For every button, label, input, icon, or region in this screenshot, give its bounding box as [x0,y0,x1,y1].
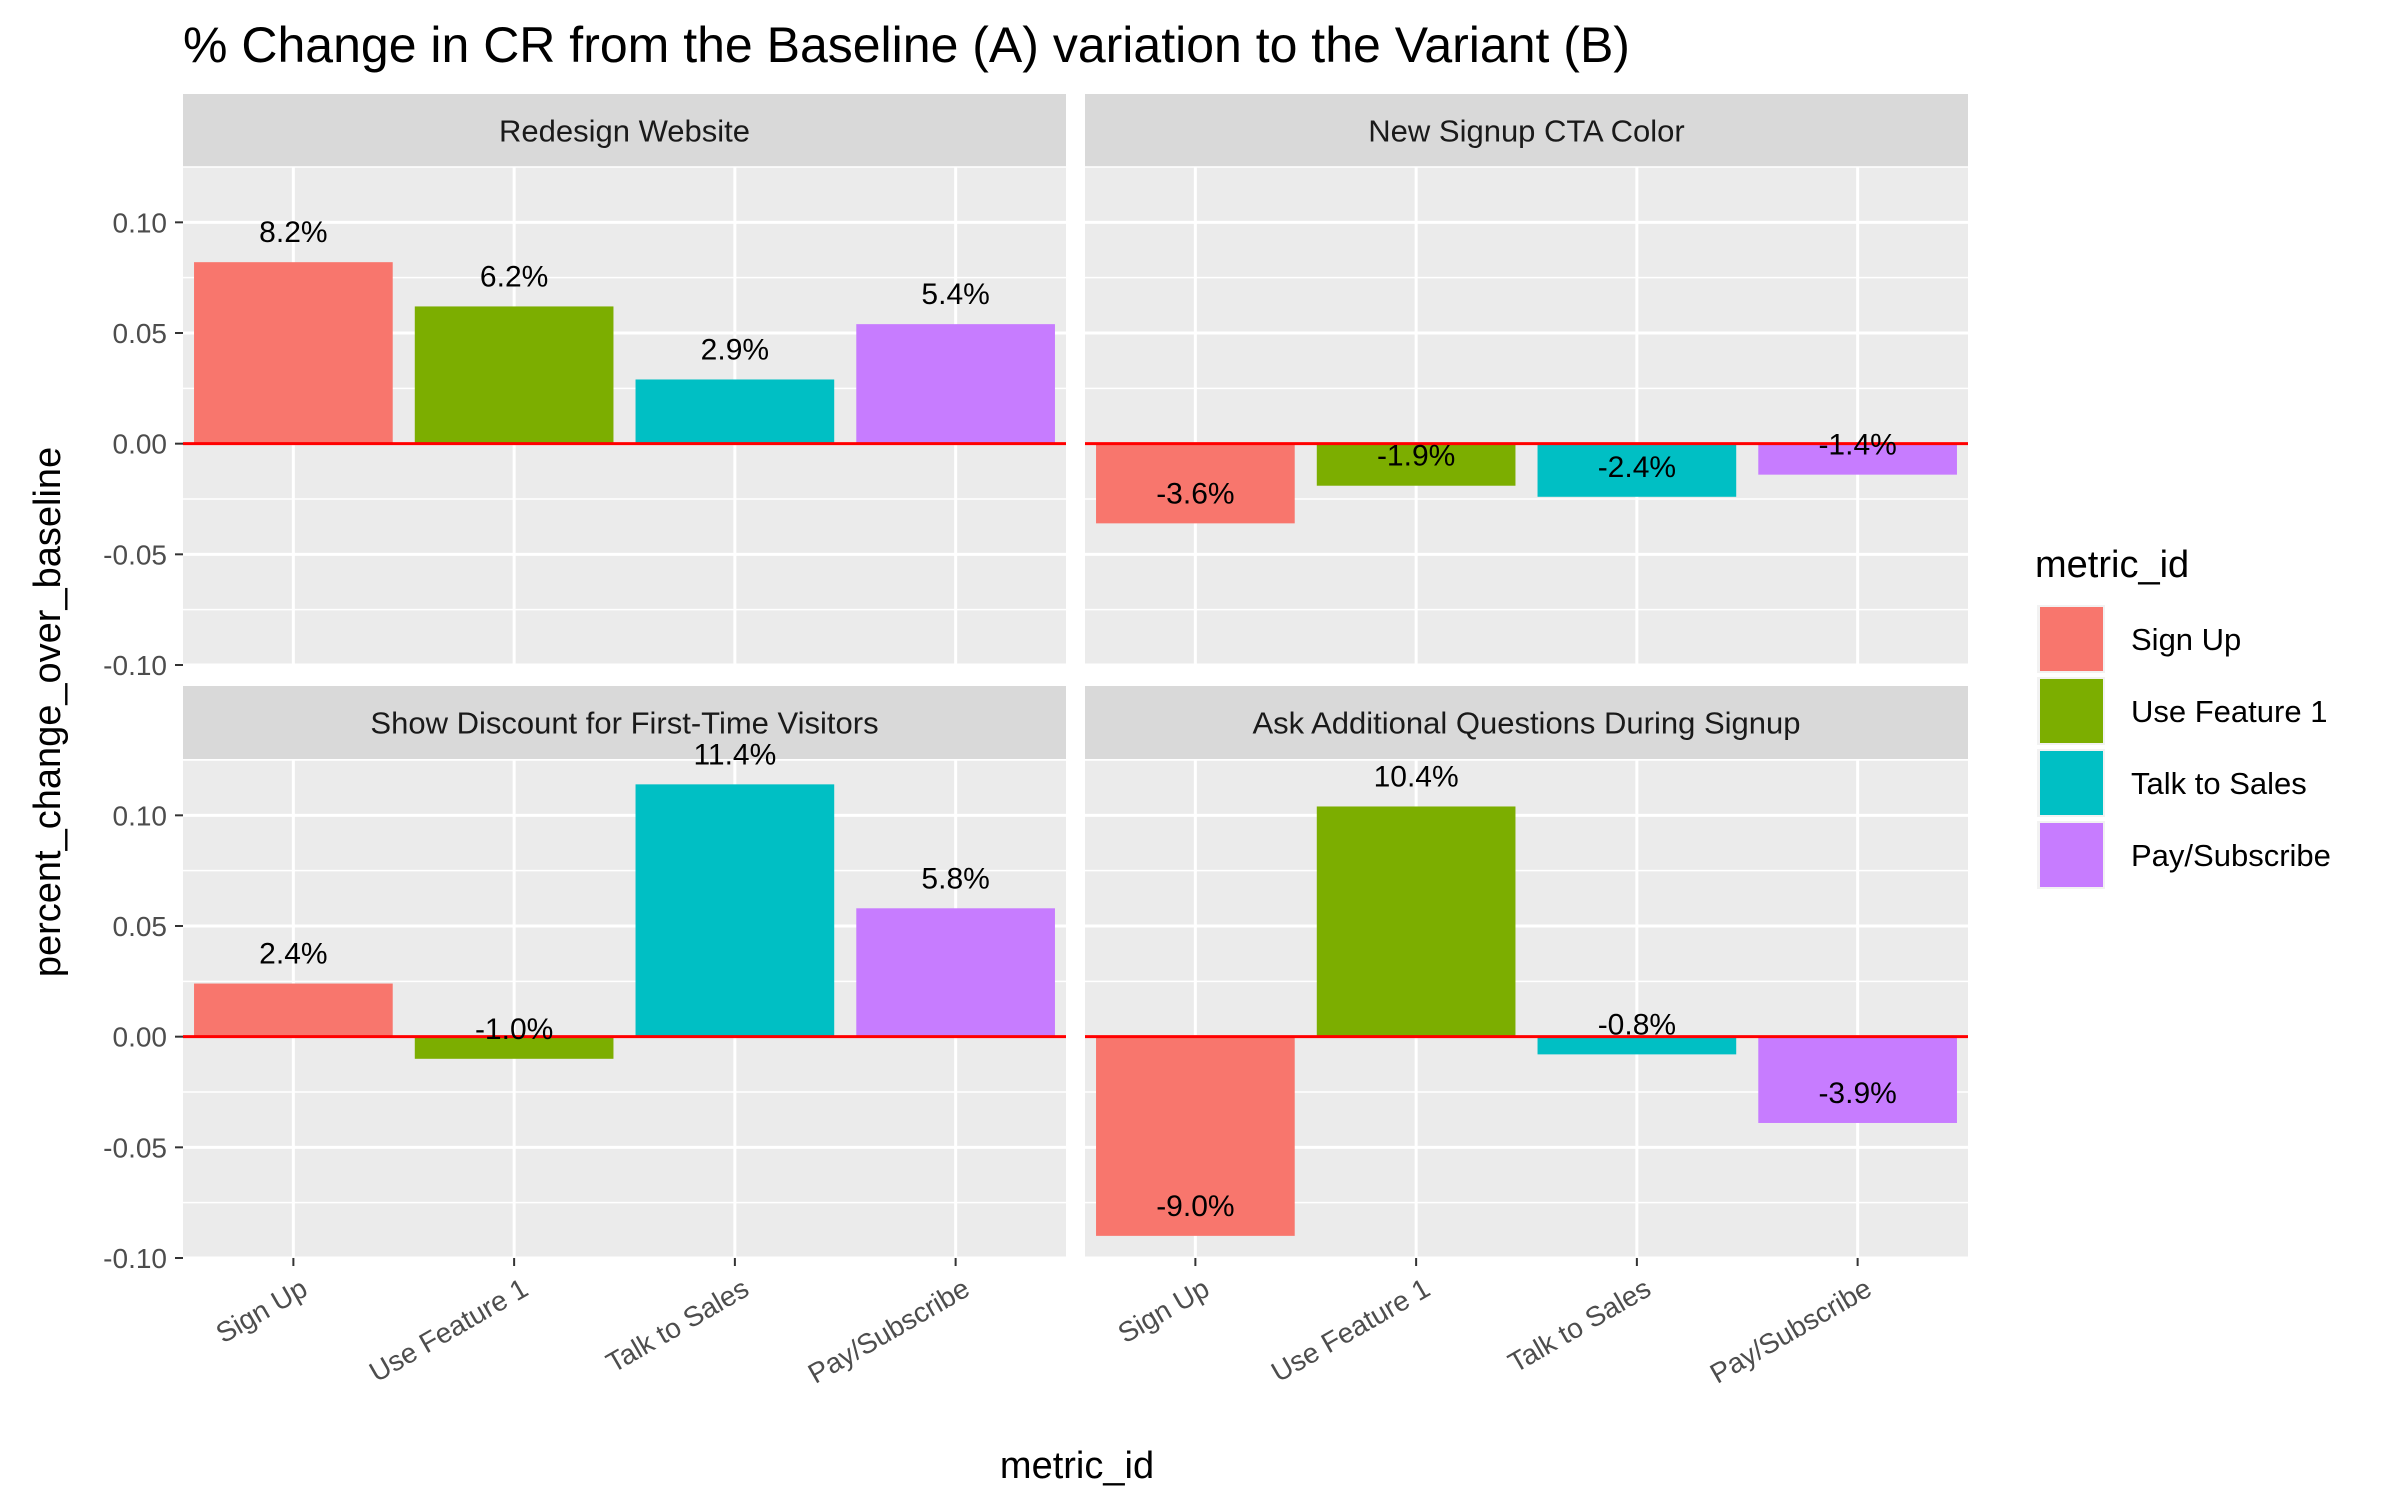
y-tick-label: 0.10 [113,207,168,238]
x-axis-title: metric_id [1000,1445,1154,1487]
bar [1096,443,1295,524]
legend-item: Use Feature 1 [2037,677,2327,745]
y-axis-title: percent_change_over_baseline [27,447,69,977]
facet-strip-label: Show Discount for First-Time Visitors [370,706,878,741]
bar-value-label: 5.8% [921,862,989,895]
legend-label: Use Feature 1 [2131,694,2327,729]
bar [1096,1036,1295,1236]
bar [635,784,835,1037]
facet-strip-label: Ask Additional Questions During Signup [1253,706,1801,741]
bar-value-label: 5.4% [921,278,989,311]
facet-strip-label: New Signup CTA Color [1368,114,1684,149]
facet-strip [1085,686,1968,759]
bar-value-label: 8.2% [259,216,327,249]
facet-panels: Redesign Website 8.2% 6.2% 2.9% 5.4% -0.10 -0.… [103,94,1968,1389]
y-tick-label: -0.10 [103,650,167,681]
bar [635,379,835,444]
bar-value-label: 11.4% [693,738,776,771]
bar [414,1036,614,1059]
bar-value-label: -1.9% [1377,440,1455,473]
y-tick-label: 0.00 [113,429,168,460]
panel-background [1085,167,1968,665]
bar-value-label: 6.2% [480,260,548,293]
y-tick-label: 0.10 [113,800,168,831]
chart-title: % Change in CR from the Baseline (A) var… [183,17,1630,73]
bar [194,262,393,444]
y-tick-label: -0.10 [103,1243,167,1274]
y-tick-label: -0.05 [103,1132,167,1163]
legend-label: Pay/Subscribe [2131,838,2331,873]
y-tick-label: -0.05 [103,539,167,570]
facet-strip [1085,94,1968,167]
facet-strip [183,94,1066,167]
facet-panel: Redesign Website 8.2% 6.2% 2.9% 5.4% -0.10 -0.… [103,94,1066,681]
bar-value-label: -3.6% [1156,477,1234,510]
y-tick-label: 0.05 [113,911,168,942]
legend: metric_id Sign Up Use Feature 1 Talk to Sa… [2035,544,2331,889]
bar-value-label: -0.8% [1598,1008,1676,1041]
legend-swatch [2040,823,2103,887]
legend-swatch [2040,751,2103,815]
legend-item: Talk to Sales [2037,749,2307,817]
bar [856,324,1055,444]
legend-item: Pay/Subscribe [2037,821,2331,889]
bar [1537,1036,1737,1055]
y-tick-label: 0.00 [113,1022,168,1053]
facet-panel: New Signup CTA Color -3.6% -1.9% -2.4% -1.4% [1085,94,1968,667]
bar [1316,806,1516,1037]
bar-value-label: -1.0% [475,1013,553,1046]
bar-value-label: -1.4% [1818,429,1896,462]
legend-swatch [2040,607,2103,671]
legend-item: Sign Up [2037,605,2241,673]
bar [414,306,614,444]
bar [856,908,1055,1037]
facet-strip [183,686,1066,759]
bar [1758,1036,1957,1123]
legend-title: metric_id [2035,544,2189,586]
bar [1316,443,1516,486]
bar-value-label: -2.4% [1598,451,1676,484]
bar-value-label: -3.9% [1818,1077,1896,1110]
bar-value-label: 10.4% [1374,760,1459,793]
facet-strip-label: Redesign Website [499,114,750,149]
bar-value-label: 2.9% [701,333,769,366]
legend-swatch [2040,679,2103,743]
bar-value-label: 2.4% [259,938,327,971]
legend-label: Talk to Sales [2131,766,2307,801]
bar [194,983,393,1037]
bar [1537,443,1737,497]
bar [1758,443,1957,475]
legend-label: Sign Up [2131,622,2241,657]
y-tick-label: 0.05 [113,318,168,349]
bar-value-label: -9.0% [1156,1190,1234,1223]
